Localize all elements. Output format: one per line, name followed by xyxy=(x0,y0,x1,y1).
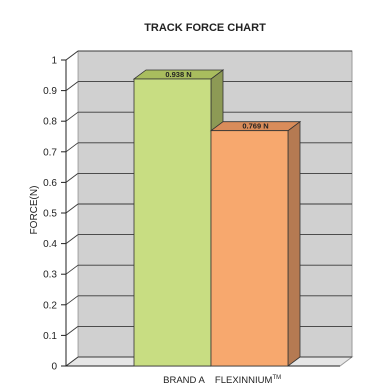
gridline-side xyxy=(65,356,79,367)
gridline-side xyxy=(65,81,79,91)
x-tick-label: BRAND A xyxy=(163,375,205,386)
gridline-side xyxy=(65,111,79,122)
y-tick-label: 0 xyxy=(51,362,57,373)
y-tick-label: 0.6 xyxy=(43,178,57,189)
bar xyxy=(210,130,289,367)
trademark-superscript: TM xyxy=(272,375,281,381)
y-tick-label: 0.5 xyxy=(43,209,57,220)
gridline-side xyxy=(65,326,79,336)
plot-area: 0 0.1 0.2 0.3 0.4 0.5 0.6 0.7 0.8 0.9 1 0.938 N BRAN… xyxy=(43,50,354,386)
y-axis-label: FORCE(N) xyxy=(29,186,40,235)
y-tick-label: 0.3 xyxy=(43,270,57,281)
y-tick-label: 0.8 xyxy=(43,117,57,128)
gridline-side xyxy=(65,234,79,244)
data-label: 0.938 N xyxy=(165,70,191,79)
y-tick-label: 0.2 xyxy=(43,300,57,311)
gridline-side xyxy=(65,264,79,275)
y-tick-label: 0.7 xyxy=(43,147,57,158)
y-tick-label: 1 xyxy=(51,56,57,67)
gridline-side xyxy=(65,203,79,214)
gridline-side xyxy=(65,173,79,183)
gridline-side xyxy=(65,295,79,306)
chart-title: TRACK FORCE CHART xyxy=(144,22,266,34)
y-tick-label: 0.4 xyxy=(43,239,57,250)
x-tick-label: FLEXINNIUMTM xyxy=(215,375,281,386)
bar-side xyxy=(287,120,301,367)
gridline-side xyxy=(65,142,79,153)
y-tick-label: 0.1 xyxy=(43,331,57,342)
y-tick-label: 0.9 xyxy=(43,86,57,97)
data-label: 0.769 N xyxy=(242,122,268,131)
gridline-side xyxy=(65,50,79,61)
bar xyxy=(133,78,212,367)
